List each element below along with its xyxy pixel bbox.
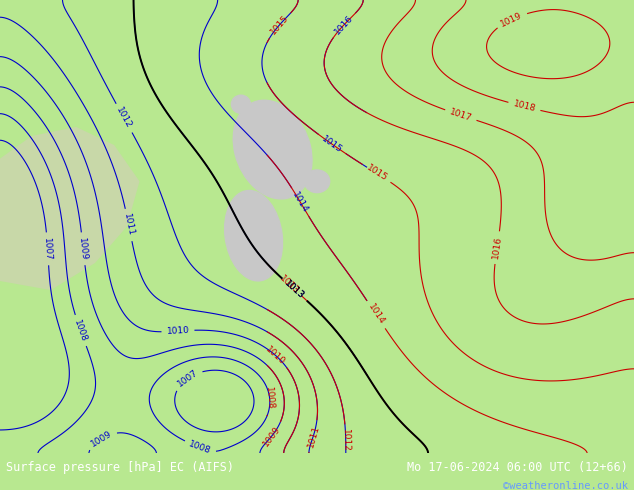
Text: 1013: 1013 [283,279,306,301]
Text: 1016: 1016 [491,236,503,260]
Text: 1017: 1017 [448,107,473,123]
Text: Surface pressure [hPa] EC (AIFS): Surface pressure [hPa] EC (AIFS) [6,461,235,474]
Text: 1008: 1008 [264,387,275,411]
Ellipse shape [231,95,250,113]
Text: 1016: 1016 [333,14,355,36]
Text: 1013: 1013 [278,274,301,296]
Text: 1007: 1007 [42,237,53,261]
Text: 1015: 1015 [269,13,290,37]
Text: 1015: 1015 [365,163,389,183]
Text: 1011: 1011 [122,213,136,237]
Text: 1009: 1009 [261,424,282,448]
Ellipse shape [304,170,330,193]
Ellipse shape [224,191,283,281]
Text: 1015: 1015 [320,134,344,154]
Text: 1014: 1014 [366,303,386,327]
Text: 1009: 1009 [89,429,114,449]
Text: 1012: 1012 [341,429,351,452]
Text: 1010: 1010 [264,344,287,367]
Text: 1019: 1019 [500,10,524,28]
Polygon shape [0,127,139,290]
Text: ©weatheronline.co.uk: ©weatheronline.co.uk [503,481,628,490]
Text: 1010: 1010 [166,326,190,336]
Text: 1008: 1008 [72,318,89,343]
Text: 1014: 1014 [290,190,310,214]
Text: 1007: 1007 [176,368,200,389]
Text: Mo 17-06-2024 06:00 UTC (12+66): Mo 17-06-2024 06:00 UTC (12+66) [407,461,628,474]
Text: 1013: 1013 [283,279,306,301]
Text: 1009: 1009 [77,237,89,261]
Text: 1008: 1008 [188,440,212,456]
Text: 1018: 1018 [512,99,536,114]
Ellipse shape [233,100,312,199]
Text: 1012: 1012 [115,106,134,130]
Text: 1011: 1011 [306,424,321,448]
